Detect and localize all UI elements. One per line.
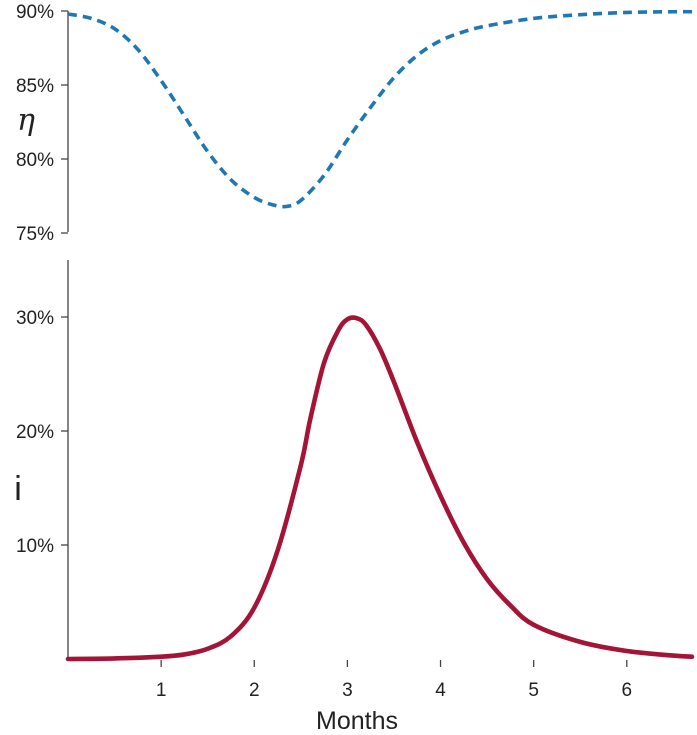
top-y-tick-label: 85% [16, 76, 54, 97]
x-tick-label: 3 [342, 680, 353, 701]
x-axis-label: Months [316, 707, 398, 735]
bottom-x-ticks: 1 2 3 4 5 6 [156, 660, 632, 701]
top-y-tick-label: 90% [16, 2, 54, 23]
bottom-y-tick-label: 30% [16, 308, 54, 329]
top-y-ticks: 75% 80% 85% 90% [16, 2, 68, 245]
bottom-y-tick-label: 20% [16, 422, 54, 443]
x-tick-label: 2 [249, 680, 260, 701]
i-series-line [65, 315, 695, 662]
x-tick-label: 1 [156, 680, 167, 701]
top-y-axis-label: η [17, 103, 35, 138]
top-y-tick-label: 75% [16, 224, 54, 245]
x-tick-label: 4 [435, 680, 446, 701]
bottom-panel: 10% 20% 30% 1 2 3 4 5 6 i Months [14, 260, 695, 735]
x-tick-label: 5 [528, 680, 539, 701]
top-panel: 75% 80% 85% 90% η [16, 2, 693, 245]
bottom-y-tick-label: 10% [16, 536, 54, 557]
x-tick-label: 6 [622, 680, 633, 701]
eta-series-line [67, 9, 693, 209]
bottom-y-ticks: 10% 20% 30% [16, 308, 68, 557]
top-y-tick-label: 80% [16, 150, 54, 171]
bottom-y-axis-label: i [14, 470, 22, 508]
